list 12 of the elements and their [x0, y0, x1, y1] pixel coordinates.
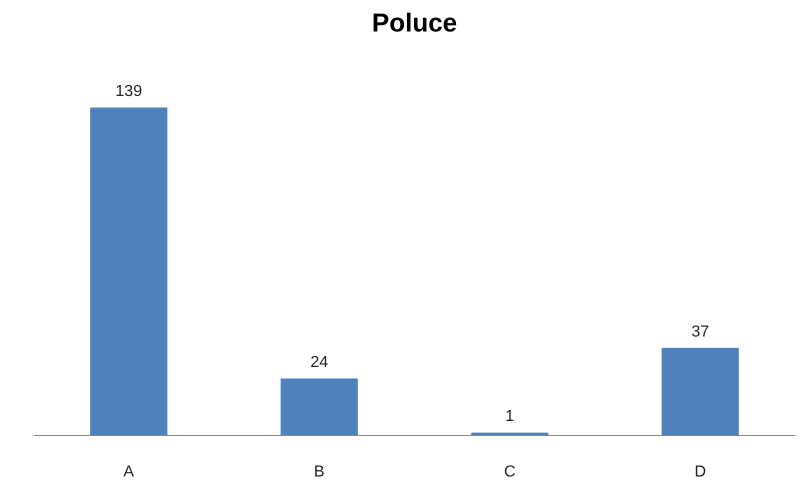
x-tick-label: B — [314, 464, 325, 480]
x-tick-label: D — [694, 464, 706, 480]
data-label: 1 — [505, 408, 514, 426]
x-tick-label: C — [504, 464, 516, 480]
x-tick-label: A — [123, 464, 134, 480]
bar — [662, 348, 739, 436]
data-label: 139 — [115, 83, 142, 100]
bar — [280, 378, 358, 436]
chart-title: Poluce — [372, 8, 458, 38]
data-label: 24 — [310, 354, 328, 371]
data-label: 37 — [691, 323, 710, 340]
bar — [90, 108, 168, 436]
